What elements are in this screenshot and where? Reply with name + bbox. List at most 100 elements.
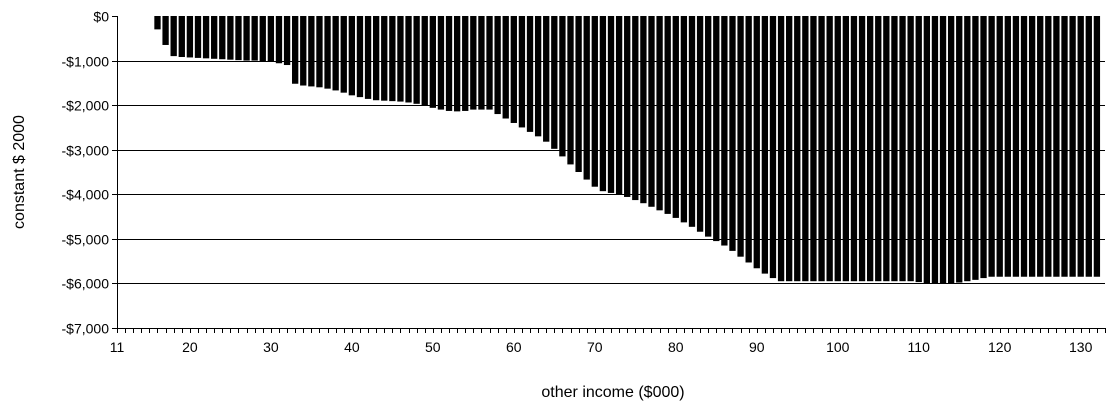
bar xyxy=(705,16,712,237)
bar xyxy=(227,16,234,60)
bar xyxy=(275,16,283,64)
bar xyxy=(850,16,858,282)
x-tick-label: 110 xyxy=(908,339,931,355)
bar xyxy=(842,16,850,282)
bar xyxy=(1061,16,1068,277)
x-tick-label: 70 xyxy=(587,339,603,355)
bar xyxy=(478,16,485,110)
bar xyxy=(453,16,461,112)
bar xyxy=(348,16,356,96)
bar xyxy=(502,16,509,119)
bar xyxy=(259,16,266,62)
bar xyxy=(316,16,323,88)
bar xyxy=(640,16,647,204)
bar xyxy=(243,16,250,61)
bar xyxy=(915,16,922,283)
bar xyxy=(170,16,177,57)
bar xyxy=(486,16,493,110)
y-tick-label: -$3,000 xyxy=(62,143,110,159)
bar xyxy=(381,16,388,101)
bar xyxy=(567,16,574,165)
bar xyxy=(1004,16,1011,277)
bar xyxy=(891,16,898,282)
bar xyxy=(899,16,906,282)
bar xyxy=(219,16,226,60)
bar xyxy=(413,16,420,104)
bar xyxy=(923,16,930,284)
bar xyxy=(956,16,963,283)
x-tick-label: 50 xyxy=(425,339,441,355)
bar xyxy=(324,16,331,89)
bar xyxy=(510,16,517,123)
bar xyxy=(599,16,607,192)
bar xyxy=(251,16,258,61)
bar xyxy=(1045,16,1052,277)
axes xyxy=(112,16,1106,333)
bar xyxy=(607,16,615,193)
bar xyxy=(834,16,841,282)
bar xyxy=(389,16,396,102)
bar xyxy=(526,16,534,132)
y-tick-label: -$5,000 xyxy=(62,232,110,248)
bar xyxy=(283,16,291,66)
x-tick-label: 60 xyxy=(506,339,522,355)
x-tick-label: 90 xyxy=(749,339,765,355)
bar xyxy=(559,16,566,157)
bar xyxy=(445,16,453,111)
bar xyxy=(680,16,688,223)
bar xyxy=(308,16,315,87)
x-tick-label: 80 xyxy=(668,339,684,355)
bars xyxy=(154,16,1101,284)
bar xyxy=(648,16,655,207)
bar xyxy=(988,16,995,277)
bar xyxy=(875,16,882,282)
y-axis-title: constant $ 2000 xyxy=(11,115,28,229)
bar xyxy=(470,16,477,110)
x-tick-label: 100 xyxy=(826,339,850,355)
bar xyxy=(696,16,704,232)
bar xyxy=(292,16,299,84)
bar xyxy=(632,16,639,201)
bar xyxy=(437,16,445,110)
x-axis-title: other income ($000) xyxy=(541,384,684,401)
bar xyxy=(761,16,769,274)
bar xyxy=(583,16,590,180)
bar xyxy=(729,16,736,251)
bar xyxy=(858,16,866,282)
y-tick-label: -$7,000 xyxy=(62,321,110,337)
bar xyxy=(1077,16,1084,277)
bar xyxy=(1093,16,1101,277)
bar xyxy=(980,16,987,279)
y-tick-labels: $0 -$1,000 -$2,000 -$3,000 -$4,000 -$5,000 -$6… xyxy=(62,9,110,337)
bar xyxy=(178,16,185,58)
bar xyxy=(794,16,801,282)
x-tick-label: 130 xyxy=(1069,339,1093,355)
x-tick-label: 20 xyxy=(182,339,198,355)
bar xyxy=(575,16,582,172)
bar xyxy=(947,16,955,284)
bar xyxy=(518,16,526,128)
y-tick-label: -$4,000 xyxy=(62,187,110,203)
bar xyxy=(745,16,752,263)
bar xyxy=(332,16,339,91)
bar xyxy=(340,16,347,93)
bar xyxy=(267,16,275,62)
bar xyxy=(194,16,202,58)
bar xyxy=(405,16,412,103)
x-tick-labels: 11 20 30 40 50 60 70 80 90 100 110 120 130 xyxy=(110,339,1093,355)
bar xyxy=(1020,16,1028,277)
bar xyxy=(1053,16,1060,277)
bar xyxy=(462,16,469,111)
bar xyxy=(656,16,663,211)
bar xyxy=(883,16,890,282)
x-tick-label: 120 xyxy=(988,339,1012,355)
bar xyxy=(1037,16,1044,277)
bar xyxy=(300,16,307,86)
bar xyxy=(1069,16,1076,277)
y-tick-label: -$2,000 xyxy=(62,98,110,114)
y-tick-label: -$6,000 xyxy=(62,276,110,292)
bar xyxy=(672,16,679,218)
bar xyxy=(211,16,218,59)
